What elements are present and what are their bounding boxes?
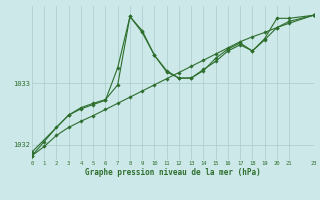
- X-axis label: Graphe pression niveau de la mer (hPa): Graphe pression niveau de la mer (hPa): [85, 168, 261, 177]
